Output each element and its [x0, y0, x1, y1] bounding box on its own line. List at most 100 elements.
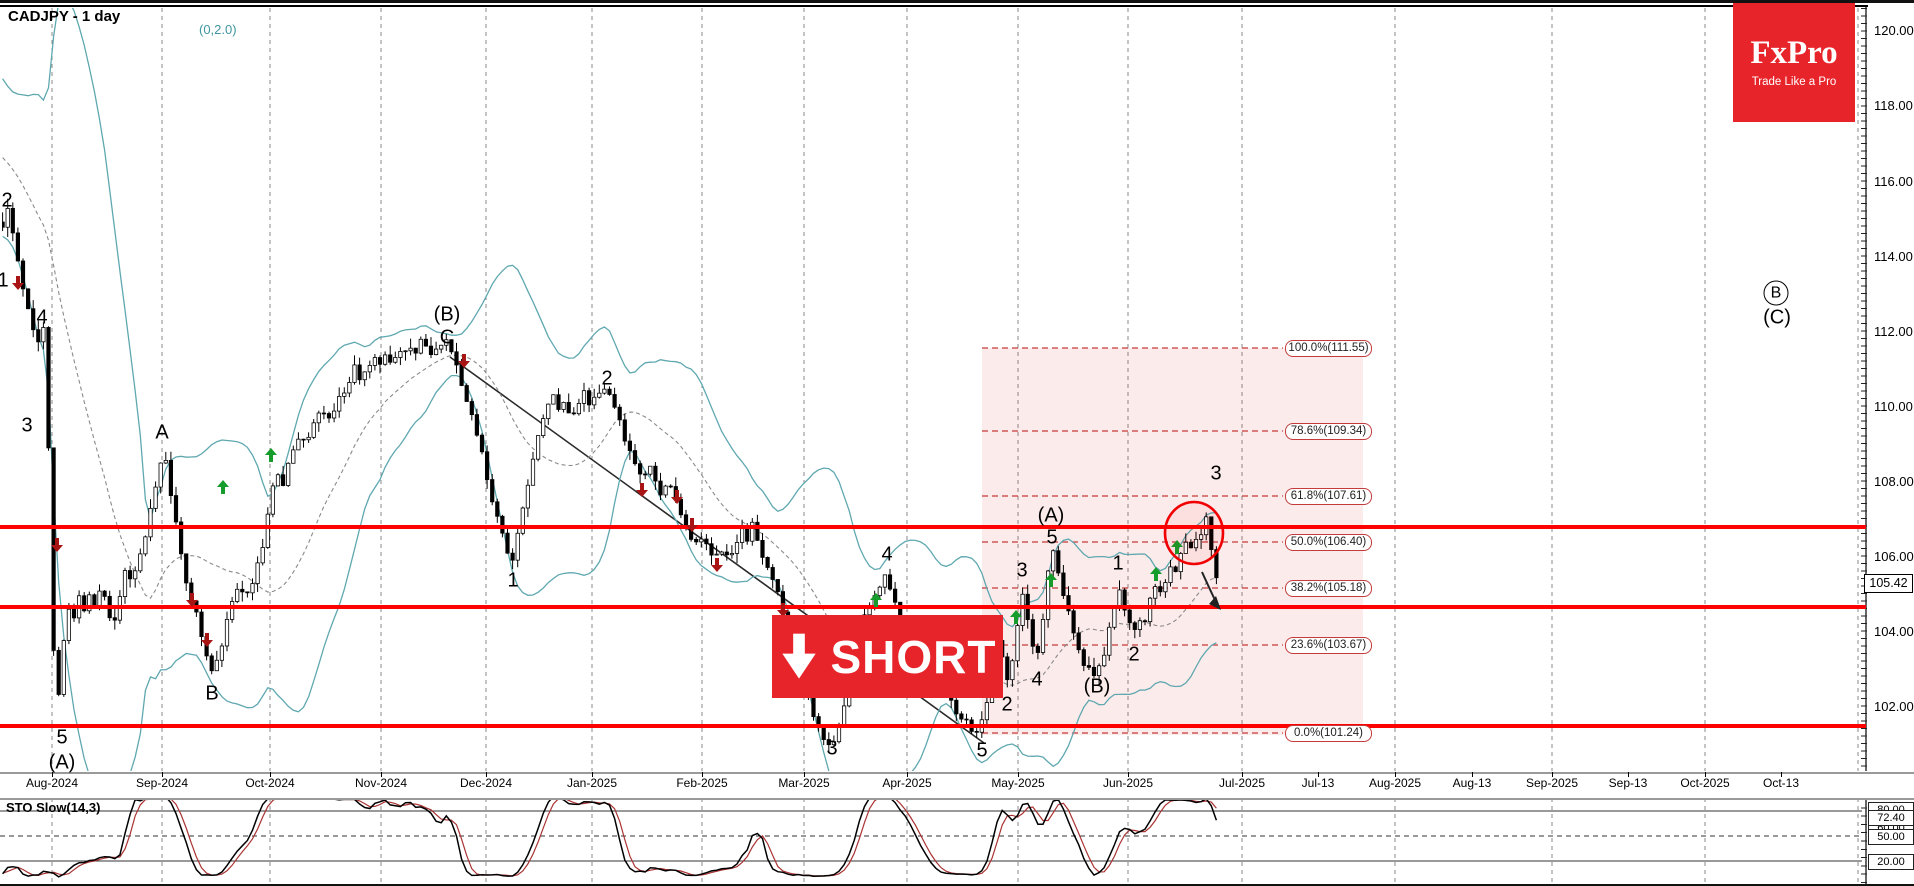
buy-arrow-icon [870, 593, 882, 607]
price-axis-label: 104.00 [1874, 624, 1914, 639]
elliott-wave-label: 2 [601, 367, 613, 390]
sto-value-tag: 72.40 [1868, 810, 1914, 826]
down-arrow-icon [781, 633, 816, 679]
sell-arrow-icon [636, 483, 648, 497]
date-axis-tick [270, 772, 271, 777]
red-line-axis-tick [1857, 605, 1866, 609]
date-axis-tick [1242, 772, 1243, 777]
elliott-wave-label: (B) [433, 303, 461, 326]
date-axis-label: Feb-2025 [676, 776, 728, 790]
fib-level-label: 23.6%(103.67) [1285, 637, 1372, 654]
elliott-wave-label: 1 [507, 569, 519, 592]
date-axis-label: Apr-2025 [882, 776, 932, 790]
red-line-axis-tick [1857, 525, 1866, 529]
date-axis[interactable] [0, 772, 1914, 800]
bollinger-bands [2, 8, 1217, 771]
date-axis-tick [1318, 772, 1319, 777]
date-axis-tick [702, 772, 703, 777]
fxpro-logo-word: FxPro [1750, 34, 1838, 71]
trade-markers [12, 276, 1183, 647]
elliott-wave-label: A [155, 421, 169, 444]
buy-arrow-icon [1010, 610, 1022, 624]
buy-arrow-icon [1045, 573, 1057, 587]
date-axis-label: Oct-2024 [245, 776, 295, 790]
date-axis-label: Oct-13 [1762, 776, 1799, 790]
window-bottom-edge [0, 884, 1914, 886]
highlight-circle[interactable] [1163, 500, 1225, 566]
bollinger-lower-band [2, 235, 1217, 771]
short-signal-label: SHORT [830, 630, 997, 683]
sell-arrow-icon [201, 633, 213, 647]
date-axis-tick [1472, 772, 1473, 777]
elliott-wave-label: 5 [56, 726, 68, 749]
elliott-wave-label: 2 [1, 189, 13, 212]
fib-level-label: 61.8%(107.61) [1285, 488, 1372, 505]
date-axis-label: Jan-2025 [566, 776, 618, 790]
buy-arrow-icon [217, 480, 229, 494]
price-axis-label: 106.00 [1874, 549, 1914, 564]
stochastic-indicator-label: STO Slow(14,3) [6, 800, 101, 815]
price-axis-label: 114.00 [1874, 249, 1913, 264]
date-axis-tick [1018, 772, 1019, 777]
current-price-tag: 105.42 [1864, 574, 1913, 593]
buy-arrow-icon [1171, 540, 1183, 554]
red-line-axis-tick [1857, 724, 1866, 728]
date-axis-label: Oct-2025 [1680, 776, 1730, 790]
elliott-wave-label: (C) [1763, 306, 1791, 329]
date-axis-tick [1628, 772, 1629, 777]
date-axis-label: Aug-2025 [1368, 776, 1422, 790]
date-axis-tick [907, 772, 908, 777]
sell-arrow-icon [458, 354, 470, 368]
sto-main-line [2, 798, 1218, 878]
date-axis-label: Mar-2025 [778, 776, 830, 790]
sto-signal-line [2, 798, 1217, 877]
fib-level-label: 50.0%(106.40) [1285, 534, 1372, 551]
date-axis-tick [381, 772, 382, 777]
price-axis-label: 116.00 [1874, 174, 1913, 189]
vertical-gridlines [51, 8, 1859, 883]
price-axis-label: 108.00 [1874, 474, 1914, 489]
stochastic-lines [2, 798, 1218, 878]
sell-arrow-icon [51, 538, 63, 552]
elliott-wave-label: C [439, 326, 455, 349]
price-axis-label: 102.00 [1874, 699, 1914, 714]
date-axis-tick [592, 772, 593, 777]
elliott-wave-label: (A) [1037, 504, 1065, 527]
price-axis[interactable] [1868, 3, 1914, 797]
price-axis-label: 118.00 [1874, 98, 1913, 113]
date-axis-label: Aug-2024 [25, 776, 79, 790]
date-axis-tick [486, 772, 487, 777]
sto-value-tag: 20.00 [1868, 854, 1914, 870]
date-axis-tick [1128, 772, 1129, 777]
elliott-wave-label: 1 [1112, 552, 1124, 575]
price-axis-label: 120.00 [1874, 23, 1914, 38]
date-axis-tick [1705, 772, 1706, 777]
sto-axis-minor-ticks [1861, 799, 1867, 883]
sto-value-tag: 50.00 [1868, 829, 1914, 845]
fib-level-label: 78.6%(109.34) [1285, 423, 1372, 440]
date-axis-label: Nov-2024 [354, 776, 408, 790]
bollinger-middle-band [2, 157, 1217, 686]
elliott-wave-label: 2 [1001, 693, 1013, 716]
fxpro-logo-tagline: Trade Like a Pro [1751, 75, 1837, 88]
elliott-wave-label: 1 [0, 269, 9, 292]
date-axis-label: Sep-2025 [1525, 776, 1579, 790]
elliott-wave-label: 3 [21, 414, 33, 437]
sell-arrow-icon [12, 276, 24, 290]
date-axis-label: Sep-13 [1608, 776, 1648, 790]
date-axis-tick [52, 772, 53, 777]
fib-level-label: 0.0%(101.24) [1285, 725, 1372, 742]
elliott-wave-label: 2 [1128, 643, 1140, 666]
price-axis-label: 110.00 [1874, 399, 1913, 414]
sell-arrow-icon [686, 518, 698, 532]
date-axis-label: May-2025 [991, 776, 1045, 790]
elliott-wave-label: B [1763, 280, 1789, 306]
fib-level-label: 38.2%(105.18) [1285, 580, 1372, 597]
red-support-resistance-lines[interactable] [0, 525, 1862, 728]
date-axis-label: Jun-2025 [1102, 776, 1154, 790]
elliott-wave-label: B [205, 682, 219, 705]
buy-arrow-icon [265, 448, 277, 462]
elliott-wave-label: 5 [1046, 526, 1058, 549]
